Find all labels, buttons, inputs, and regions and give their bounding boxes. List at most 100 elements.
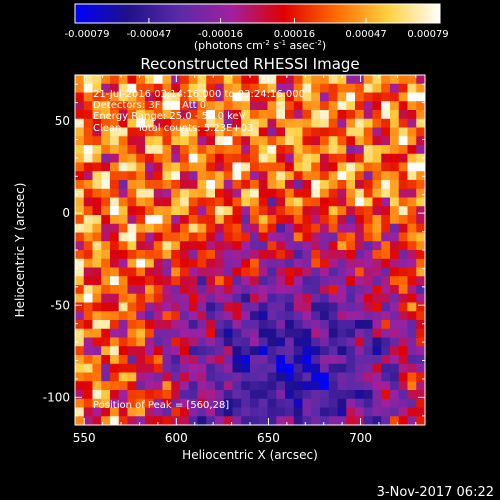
heatmap-cell: [232, 83, 242, 93]
heatmap-cell: [285, 293, 295, 303]
heatmap-cell: [337, 101, 347, 111]
heatmap-cell: [232, 110, 242, 120]
heatmap-cell: [127, 171, 137, 181]
heatmap-cell: [153, 136, 163, 146]
heatmap-cell: [206, 206, 216, 216]
heatmap-cell: [355, 328, 365, 338]
heatmap-cell: [346, 250, 356, 260]
heatmap-cell: [153, 206, 163, 216]
heatmap-cell: [206, 390, 216, 400]
heatmap-cell: [267, 363, 277, 373]
heatmap-cell: [407, 355, 417, 365]
heatmap-cell: [92, 250, 102, 260]
heatmap-cell: [101, 188, 111, 198]
heatmap-cell: [293, 197, 303, 207]
heatmap-cell: [398, 258, 408, 268]
heatmap-cell: [206, 416, 216, 425]
heatmap-cell: [118, 215, 128, 225]
heatmap-cell: [372, 363, 382, 373]
heatmap-cell: [118, 311, 128, 321]
heatmap-cell: [145, 285, 155, 295]
heatmap-cell: [363, 171, 373, 181]
heatmap-cell: [258, 337, 268, 347]
heatmap-cell: [92, 197, 102, 207]
heatmap-cell: [372, 416, 382, 425]
heatmap-cell: [407, 363, 417, 373]
heatmap-cell: [232, 75, 242, 85]
heatmap-cell: [206, 153, 216, 163]
heatmap-cell: [92, 407, 102, 417]
heatmap-cell: [311, 75, 321, 85]
heatmap-cell: [337, 180, 347, 190]
heatmap-cell: [381, 311, 391, 321]
heatmap-cell: [346, 206, 356, 216]
heatmap-cell: [110, 153, 120, 163]
heatmap-cell: [355, 206, 365, 216]
heatmap-cell: [276, 215, 286, 225]
heatmap-cell: [363, 188, 373, 198]
heatmap-cell: [171, 328, 181, 338]
heatmap-cell: [302, 267, 312, 277]
heatmap-cell: [101, 250, 111, 260]
heatmap-cell: [145, 145, 155, 155]
heatmap-cell: [223, 363, 233, 373]
heatmap-cell: [293, 153, 303, 163]
heatmap-cell: [136, 355, 146, 365]
heatmap-cell: [381, 206, 391, 216]
heatmap-cell: [381, 180, 391, 190]
heatmap-cell: [162, 83, 172, 93]
heatmap-cell: [267, 276, 277, 286]
heatmap-cell: [372, 101, 382, 111]
heatmap-cell: [232, 355, 242, 365]
heatmap-cell: [127, 346, 137, 356]
heatmap-cell: [75, 101, 85, 111]
heatmap-cell: [416, 215, 425, 225]
heatmap-cell: [363, 302, 373, 312]
heatmap-cell: [171, 241, 181, 251]
heatmap-cell: [311, 188, 321, 198]
heatmap-cell: [206, 83, 216, 93]
heatmap-cell: [328, 390, 338, 400]
heatmap-cell: [302, 381, 312, 391]
heatmap-cell: [407, 337, 417, 347]
heatmap-cell: [92, 363, 102, 373]
heatmap-cell: [320, 390, 330, 400]
heatmap-cell: [250, 101, 260, 111]
heatmap-cell: [153, 276, 163, 286]
heatmap-cell: [258, 206, 268, 216]
heatmap-cell: [75, 153, 85, 163]
heatmap-cell: [320, 171, 330, 181]
heatmap-cell: [293, 337, 303, 347]
heatmap-cell: [75, 188, 85, 198]
heatmap-cell: [258, 153, 268, 163]
heatmap-cell: [355, 101, 365, 111]
heatmap-cell: [180, 75, 190, 85]
heatmap-cell: [258, 285, 268, 295]
heatmap-cell: [293, 136, 303, 146]
heatmap-cell: [311, 302, 321, 312]
heatmap-cell: [232, 372, 242, 382]
heatmap-cell: [136, 285, 146, 295]
heatmap-cell: [416, 162, 425, 172]
heatmap-cell: [136, 267, 146, 277]
heatmap-cell: [118, 346, 128, 356]
heatmap-cell: [267, 258, 277, 268]
heatmap-cell: [83, 276, 93, 286]
heatmap-cell: [118, 188, 128, 198]
heatmap-cell: [127, 258, 137, 268]
heatmap-cell: [372, 197, 382, 207]
heatmap-cell: [188, 276, 198, 286]
heatmap-cell: [416, 136, 425, 146]
heatmap-cell: [118, 223, 128, 233]
heatmap-cell: [118, 75, 128, 85]
heatmap-cell: [197, 110, 207, 120]
heatmap-cell: [223, 118, 233, 128]
heatmap-cell: [372, 355, 382, 365]
heatmap-cell: [223, 267, 233, 277]
heatmap-cell: [372, 398, 382, 408]
heatmap-cell: [285, 197, 295, 207]
heatmap-cell: [250, 267, 260, 277]
heatmap-cell: [390, 136, 400, 146]
heatmap-cell: [215, 232, 225, 242]
heatmap-cell: [302, 223, 312, 233]
